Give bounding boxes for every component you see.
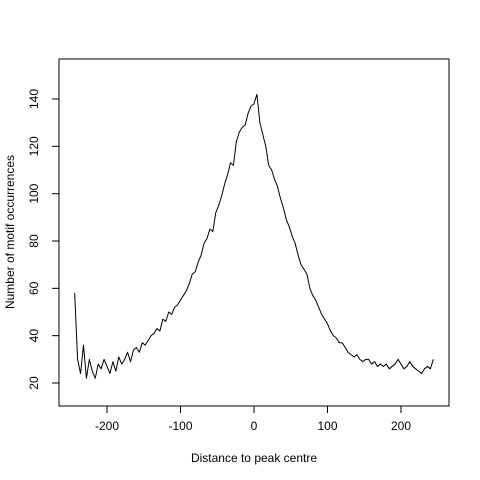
y-tick-label: 80	[27, 234, 41, 248]
x-axis: -200 -100 0 100 200	[95, 406, 411, 433]
y-axis: 20 40 60 80 100 120 140	[27, 89, 59, 390]
y-tick-label: 140	[27, 89, 41, 109]
y-tick-label: 100	[27, 183, 41, 203]
x-axis-title: Distance to peak centre	[191, 451, 317, 465]
y-tick-label: 60	[27, 281, 41, 295]
x-tick-label: -100	[168, 419, 192, 433]
y-tick-label: 40	[27, 329, 41, 343]
series-line	[74, 93, 434, 379]
x-tick-label: 0	[251, 419, 258, 433]
series-layer	[74, 93, 434, 379]
y-tick-label: 20	[27, 376, 41, 390]
x-tick-label: 200	[391, 419, 411, 433]
x-tick-label: -200	[95, 419, 119, 433]
y-axis-title: Number of motif occurrences	[3, 155, 17, 309]
x-tick-label: 100	[317, 419, 337, 433]
y-tick-label: 120	[27, 136, 41, 156]
plot-border	[58, 58, 450, 407]
